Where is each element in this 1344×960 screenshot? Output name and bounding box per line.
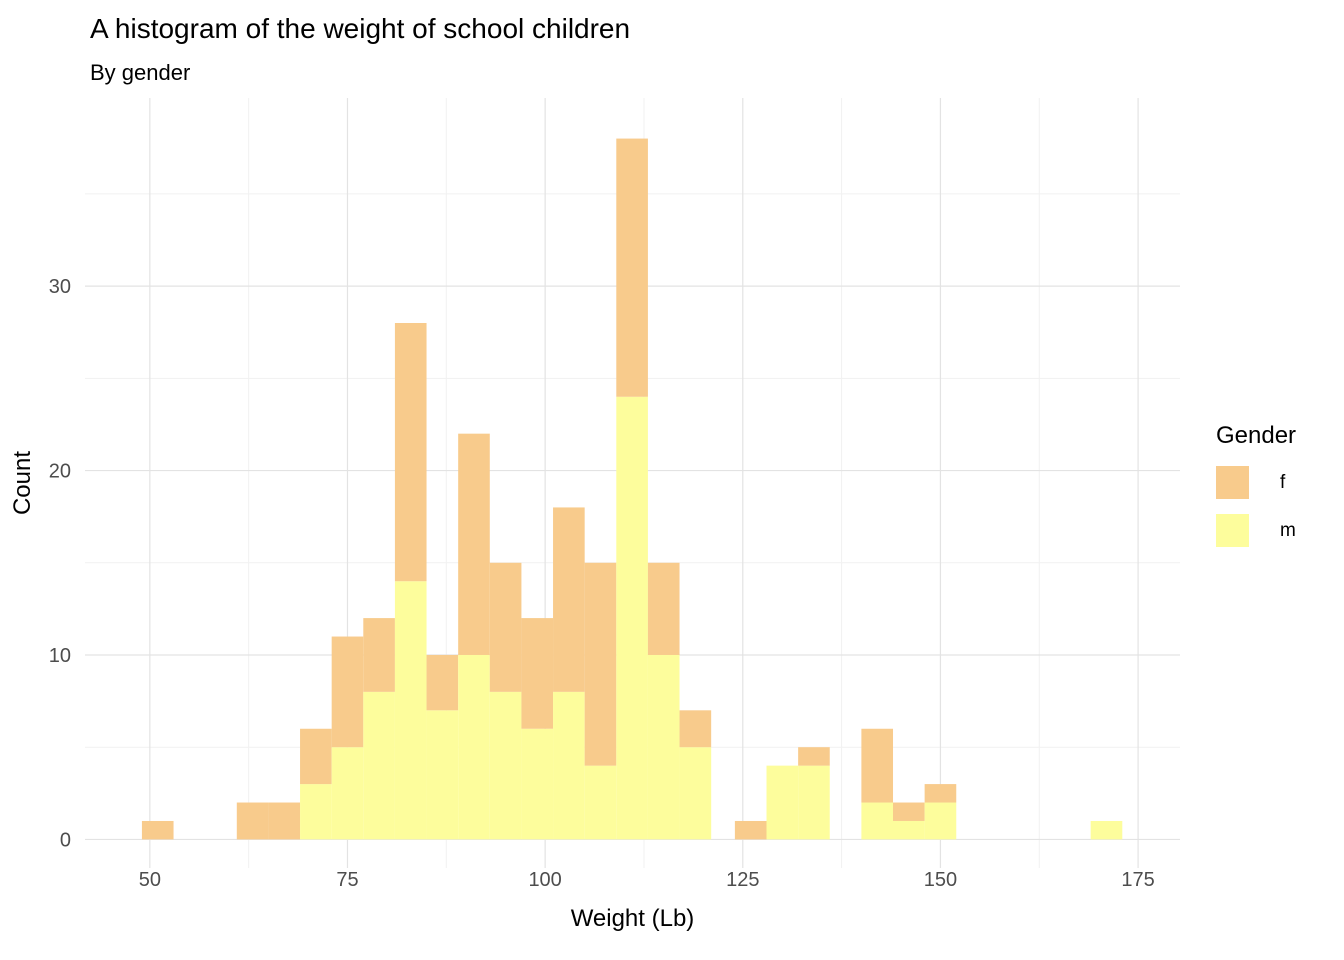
y-tick-label: 30: [49, 276, 71, 298]
y-axis-title: Count: [9, 450, 36, 516]
x-tick-label: 50: [139, 869, 161, 891]
histogram-bar-segment-m: [458, 654, 490, 840]
histogram-bar-segment-f: [394, 323, 427, 582]
histogram-bar-segment-f: [924, 784, 957, 803]
histogram-bar-segment-m: [766, 765, 799, 840]
histogram-bar-segment-f: [141, 820, 174, 840]
chart-title: A histogram of the weight of school chil…: [90, 13, 631, 44]
histogram-bar-segment-f: [798, 747, 830, 766]
histogram-bar-segment-m: [521, 728, 554, 840]
legend-label: f: [1280, 471, 1286, 493]
histogram-bar-segment-f: [679, 710, 712, 748]
legend-entry: f: [1216, 466, 1296, 499]
x-axis-title: Weight (Lb): [570, 905, 695, 932]
x-tick-label: 100: [528, 869, 561, 891]
y-tick-label: 10: [49, 645, 71, 667]
histogram-bar-segment-m: [616, 396, 648, 840]
y-tick-label: 20: [49, 461, 71, 483]
histogram-bar-segment-m: [861, 802, 894, 840]
histogram-bar-segment-m: [584, 765, 617, 840]
histogram-bar-segment-m: [394, 581, 427, 840]
histogram-bar-segment-m: [893, 820, 925, 840]
histogram-bar-segment-f: [616, 138, 648, 397]
histogram-bar-segment-f: [458, 433, 490, 655]
histogram-bar-segment-m: [679, 747, 712, 840]
histogram-bar-segment-m: [300, 784, 332, 840]
y-tick-label: 0: [60, 829, 71, 851]
histogram-bar-segment-f: [553, 507, 585, 692]
histogram-bar-segment-f: [893, 802, 925, 821]
histogram-bar-segment-m: [798, 765, 830, 840]
histogram-bar-segment-m: [331, 747, 364, 840]
histogram-bar-segment-m: [1090, 820, 1123, 840]
histogram-bar-segment-f: [268, 802, 301, 840]
histogram-bar-segment-m: [426, 710, 459, 840]
x-tick-label: 150: [924, 869, 957, 891]
legend-label: m: [1280, 519, 1296, 541]
histogram-bar-segment-m: [647, 654, 680, 840]
histogram-bar-segment-f: [647, 562, 680, 655]
histogram-bar-segment-m: [553, 691, 585, 840]
histogram-bar-segment-f: [300, 728, 332, 785]
histogram-bar-segment-f: [734, 820, 767, 840]
histogram-bar-segment-m: [489, 691, 522, 840]
legend-title: Gender: [1216, 422, 1297, 449]
histogram-bar-segment-f: [236, 802, 269, 840]
x-tick-label: 75: [336, 869, 358, 891]
legend-entry: m: [1216, 514, 1296, 547]
chart-subtitle: By gender: [90, 60, 191, 85]
x-tick-label: 175: [1121, 869, 1154, 891]
histogram-bar-segment-f: [521, 618, 554, 729]
histogram-bar-segment-f: [489, 562, 522, 692]
legend-swatch-m: [1216, 514, 1249, 547]
x-tick-label: 125: [726, 869, 759, 891]
histogram-bar-segment-f: [861, 728, 894, 803]
histogram-bar-segment-m: [924, 802, 957, 840]
histogram-bar-segment-f: [363, 618, 395, 692]
legend-swatch-f: [1216, 466, 1249, 499]
histogram-bar-segment-m: [363, 691, 395, 840]
histogram-bar-segment-f: [584, 562, 617, 766]
histogram-bar-segment-f: [331, 636, 364, 748]
histogram-bar-segment-f: [426, 654, 459, 711]
